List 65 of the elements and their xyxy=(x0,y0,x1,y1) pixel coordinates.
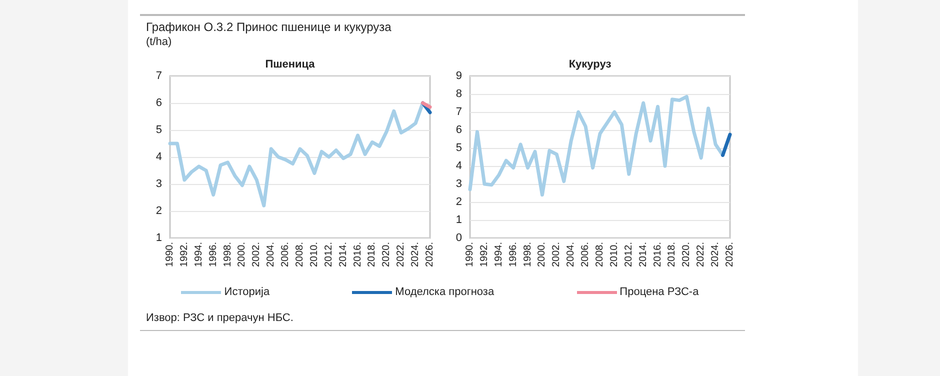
text: Извор: РЗС и прерачун НБС. xyxy=(146,312,294,324)
y-tick-label: 0 xyxy=(456,232,462,244)
x-tick-label: 1996. xyxy=(508,242,519,268)
legend-label: Моделска прогноза xyxy=(395,286,494,298)
x-tick-label: 1998. xyxy=(522,242,534,268)
y-tick-label: 1 xyxy=(156,232,162,244)
chart-title: Пшеница xyxy=(265,58,316,70)
x-tick-label: 2022. xyxy=(396,242,407,268)
y-tick-label: 3 xyxy=(456,178,462,190)
x-tick-label: 1992. xyxy=(478,242,490,268)
x-tick-label: 1990. xyxy=(464,242,476,268)
y-tick-label: 6 xyxy=(156,97,162,109)
y-tick-label: 5 xyxy=(456,142,462,154)
x-tick-label: 2006. xyxy=(580,242,592,268)
x-tick-label: 2014. xyxy=(638,242,649,268)
y-tick-label: 4 xyxy=(156,151,162,163)
legend-label: Процена РЗС-а xyxy=(620,286,699,298)
y-tick-label: 3 xyxy=(156,178,162,190)
y-tick-label: 6 xyxy=(456,124,462,136)
x-tick-label: 2024. xyxy=(410,242,422,268)
y-axis-title: (t/ha) xyxy=(146,36,172,48)
x-tick-label: 1994. xyxy=(193,242,204,268)
x-tick-label: 2026. xyxy=(724,242,736,268)
x-tick-label: 2006. xyxy=(280,242,292,268)
x-tick-label: 2026. xyxy=(424,242,436,268)
line-series xyxy=(168,101,425,208)
line-series xyxy=(468,94,725,197)
x-tick-label: 2002. xyxy=(251,242,262,268)
x-tick-label: 2020. xyxy=(681,242,692,268)
y-tick-label: 2 xyxy=(456,196,462,208)
x-tick-label: 1994. xyxy=(493,242,504,268)
x-tick-label: 2012. xyxy=(323,242,334,268)
y-tick-label: 5 xyxy=(156,124,162,136)
legend-label: Историја xyxy=(224,286,270,298)
x-tick-label: 2020. xyxy=(381,242,392,268)
x-tick-label: 2004. xyxy=(266,242,277,268)
text: Графикон О.3.2 Принос пшенице и кукуруза xyxy=(146,20,392,34)
x-tick-label: 2024. xyxy=(710,242,722,268)
x-tick-label: 2018. xyxy=(366,242,378,268)
x-tick-label: 2008. xyxy=(594,242,606,268)
x-tick-label: 2014. xyxy=(338,242,349,268)
x-tick-label: 2016. xyxy=(652,242,664,268)
x-tick-label: 1998. xyxy=(222,242,234,268)
y-tick-label: 7 xyxy=(156,70,162,82)
x-tick-label: 2022. xyxy=(696,242,707,268)
y-tick-label: 7 xyxy=(456,106,462,118)
y-tick-label: 1 xyxy=(456,214,462,226)
chart-title: Кукуруз xyxy=(568,58,612,70)
y-tick-label: 9 xyxy=(456,70,462,82)
y-tick-label: 2 xyxy=(156,205,162,217)
x-tick-label: 2002. xyxy=(551,242,562,268)
x-tick-label: 2018. xyxy=(666,242,678,268)
x-tick-label: 2004. xyxy=(566,242,577,268)
x-tick-label: 2010. xyxy=(608,242,620,268)
x-tick-label: 1996. xyxy=(208,242,219,268)
x-tick-label: 2000. xyxy=(236,242,248,268)
x-tick-label: 2000. xyxy=(536,242,548,268)
y-tick-label: 8 xyxy=(456,88,462,100)
x-tick-label: 2016. xyxy=(352,242,364,268)
x-tick-label: 1992. xyxy=(178,242,190,268)
x-tick-label: 2008. xyxy=(294,242,306,268)
x-tick-label: 2012. xyxy=(623,242,634,268)
x-tick-label: 2010. xyxy=(308,242,320,268)
y-tick-label: 4 xyxy=(456,160,462,172)
x-tick-label: 1990. xyxy=(164,242,176,268)
